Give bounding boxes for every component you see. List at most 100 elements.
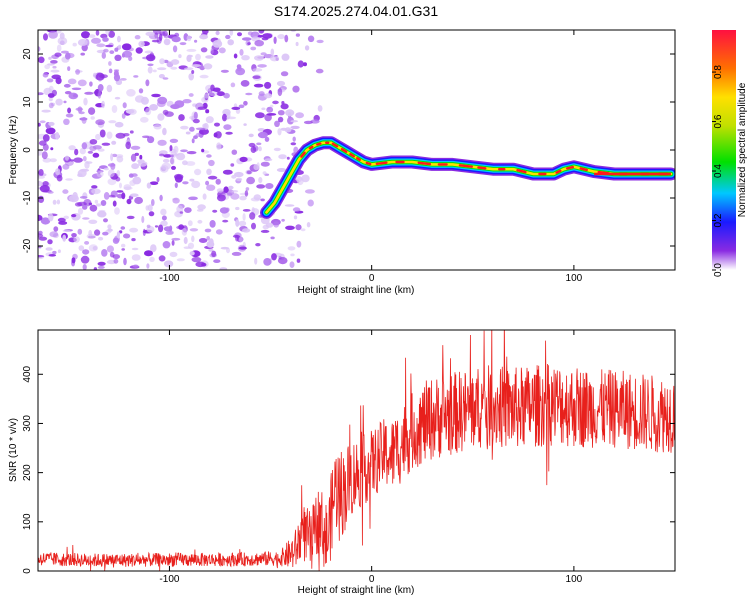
noise-blob — [121, 248, 125, 251]
noise-blob — [171, 36, 181, 43]
noise-blob — [122, 102, 127, 109]
noise-blob — [48, 121, 55, 126]
bottom-y-ticks: 0 100 200 300 400 — [22, 365, 675, 574]
noise-blob — [52, 65, 57, 69]
noise-blob — [174, 173, 184, 180]
noise-blob — [86, 233, 96, 239]
noise-blob — [188, 73, 194, 81]
noise-blob — [56, 174, 63, 182]
noise-blob — [306, 222, 311, 228]
noise-blob — [93, 91, 99, 94]
noise-blob — [62, 189, 69, 194]
noise-blob — [159, 33, 163, 41]
noise-blob — [62, 229, 71, 232]
noise-blob — [158, 74, 165, 79]
noise-blob — [215, 30, 220, 36]
noise-blob — [171, 165, 176, 170]
noise-blob — [205, 180, 210, 186]
noise-blob — [132, 264, 139, 268]
noise-blob — [88, 244, 98, 252]
noise-blob — [114, 47, 119, 52]
noise-blob — [172, 197, 180, 204]
noise-blob — [80, 255, 90, 264]
noise-blob — [71, 214, 77, 218]
noise-blob — [148, 211, 155, 217]
noise-blob — [231, 251, 242, 256]
noise-blob — [180, 149, 188, 153]
noise-blob — [114, 54, 122, 61]
noise-blob — [50, 69, 60, 73]
noise-blob — [47, 191, 54, 194]
noise-blob — [157, 67, 167, 71]
noise-blob — [230, 82, 236, 88]
noise-blob — [57, 217, 66, 223]
noise-blob — [65, 113, 74, 118]
noise-blob — [89, 81, 93, 87]
top-y-ticks: 20 10 0 -10 -20 — [22, 48, 675, 253]
x-tick-label: -100 — [159, 273, 179, 284]
noise-blob — [38, 46, 41, 52]
noise-blob — [257, 64, 267, 68]
noise-blob — [149, 181, 159, 185]
noise-blob — [264, 113, 272, 122]
noise-blob — [92, 152, 100, 158]
noise-blob — [182, 181, 189, 185]
noise-blob — [231, 149, 238, 155]
noise-blob — [156, 176, 160, 183]
noise-blob — [235, 206, 240, 211]
noise-blob — [242, 209, 251, 212]
noise-blob — [89, 204, 98, 212]
noise-blob — [60, 50, 69, 54]
ridge-peak — [340, 147, 348, 153]
noise-blob — [169, 145, 173, 152]
noise-blob — [243, 100, 248, 106]
noise-blob — [186, 151, 197, 155]
noise-blob — [162, 77, 169, 80]
noise-blob — [194, 168, 202, 176]
noise-blob — [258, 91, 265, 97]
noise-blob — [141, 215, 145, 224]
noise-blob — [191, 138, 195, 144]
ridge-peak — [316, 142, 322, 146]
noise-blob — [62, 234, 67, 242]
noise-blob — [178, 54, 182, 59]
noise-blob — [83, 97, 88, 106]
noise-blob — [151, 93, 161, 98]
ridge-peak — [331, 142, 339, 148]
noise-blob — [63, 215, 69, 220]
noise-blob — [38, 56, 45, 64]
noise-blob — [106, 131, 113, 139]
noise-blob — [113, 73, 121, 82]
colorbar-tick-label: 0.4 — [713, 164, 724, 178]
noise-blob — [149, 256, 155, 262]
noise-blob — [301, 174, 310, 183]
noise-blob — [130, 153, 137, 162]
noise-blob — [110, 153, 114, 162]
noise-blob — [206, 168, 212, 175]
noise-blob — [297, 60, 304, 68]
y-tick-label: 0 — [22, 568, 33, 574]
noise-blob — [307, 35, 315, 43]
noise-blob — [134, 152, 139, 156]
noise-blob — [185, 161, 196, 166]
noise-blob — [57, 249, 61, 253]
noise-blob — [231, 174, 237, 179]
noise-blob — [42, 134, 50, 142]
noise-blob — [117, 35, 121, 43]
noise-blob — [262, 171, 267, 175]
noise-blob — [121, 43, 132, 51]
noise-blob — [286, 156, 290, 160]
noise-blob — [119, 182, 122, 189]
noise-blob — [245, 187, 250, 191]
y-tick-label: -10 — [22, 190, 33, 205]
noise-blob — [230, 163, 235, 167]
noise-blob — [131, 238, 136, 242]
noise-blob — [138, 40, 145, 48]
noise-blob — [67, 107, 72, 114]
noise-blob — [81, 31, 90, 39]
noise-blob — [284, 204, 295, 207]
noise-blob — [79, 147, 86, 155]
y-tick-label: 400 — [22, 365, 33, 382]
noise-blob — [274, 120, 280, 128]
